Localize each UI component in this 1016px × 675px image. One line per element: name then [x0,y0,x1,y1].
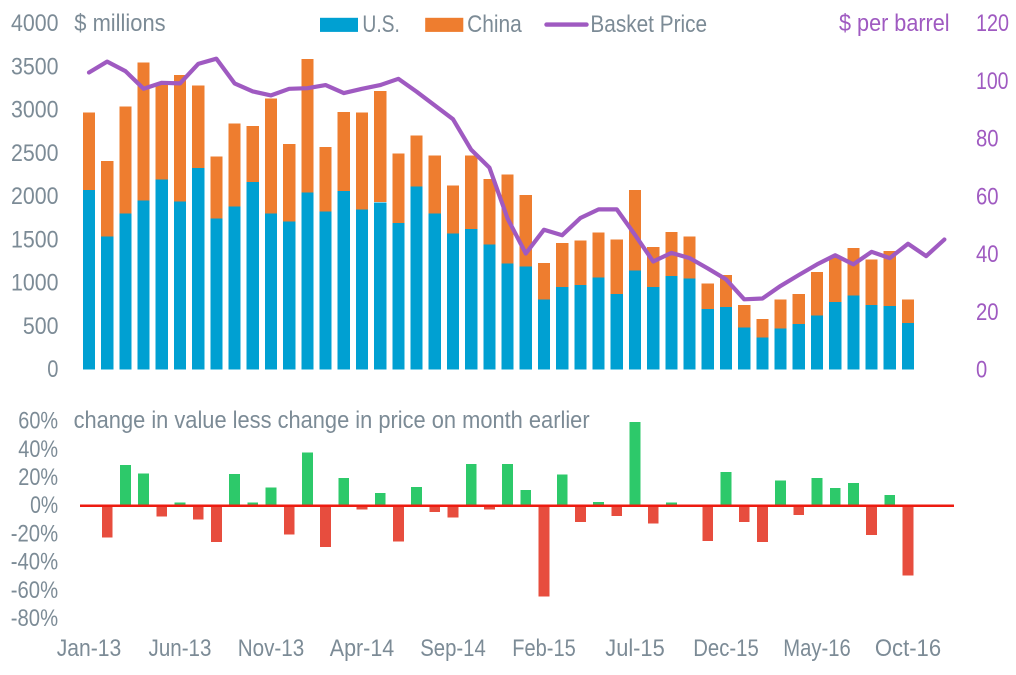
svg-text:$ per barrel: $ per barrel [839,10,950,37]
svg-text:4000: 4000 [11,10,59,37]
svg-text:3500: 3500 [11,53,59,80]
svg-text:3000: 3000 [11,97,59,124]
svg-text:60%: 60% [18,408,58,435]
svg-text:500: 500 [23,313,59,340]
svg-text:$ millions: $ millions [74,10,165,37]
svg-text:Dec-15: Dec-15 [693,635,759,662]
svg-text:Jun-13: Jun-13 [149,635,212,662]
svg-text:20: 20 [976,299,999,326]
svg-text:20%: 20% [18,464,58,491]
svg-text:China: China [467,11,522,38]
svg-text:Jul-15: Jul-15 [605,635,664,662]
svg-text:40%: 40% [18,436,58,463]
svg-text:-20%: -20% [11,520,58,547]
svg-text:-60%: -60% [11,577,58,604]
svg-text:Jan-13: Jan-13 [57,635,122,662]
svg-text:80: 80 [976,126,999,153]
svg-text:0%: 0% [30,492,58,519]
svg-text:40: 40 [976,241,999,268]
svg-text:2000: 2000 [11,183,59,210]
svg-text:60: 60 [976,183,999,210]
svg-text:100: 100 [976,68,1009,95]
svg-text:0: 0 [976,357,987,384]
svg-text:120: 120 [976,10,1009,37]
svg-text:Sep-14: Sep-14 [420,635,486,662]
svg-text:-80%: -80% [11,605,58,632]
svg-text:-40%: -40% [11,549,58,576]
svg-text:2500: 2500 [11,140,59,167]
svg-text:change in value less change in: change in value less change in price on … [74,407,590,434]
svg-text:U.S.: U.S. [362,11,400,38]
svg-text:0: 0 [47,356,58,383]
svg-text:1000: 1000 [11,270,59,297]
svg-text:Basket Price: Basket Price [590,11,707,38]
svg-text:Feb-15: Feb-15 [512,635,576,662]
svg-text:1500: 1500 [11,226,59,253]
svg-text:May-16: May-16 [783,635,851,662]
svg-text:Oct-16: Oct-16 [875,635,941,662]
svg-text:Apr-14: Apr-14 [330,635,395,662]
svg-text:Nov-13: Nov-13 [238,635,305,662]
